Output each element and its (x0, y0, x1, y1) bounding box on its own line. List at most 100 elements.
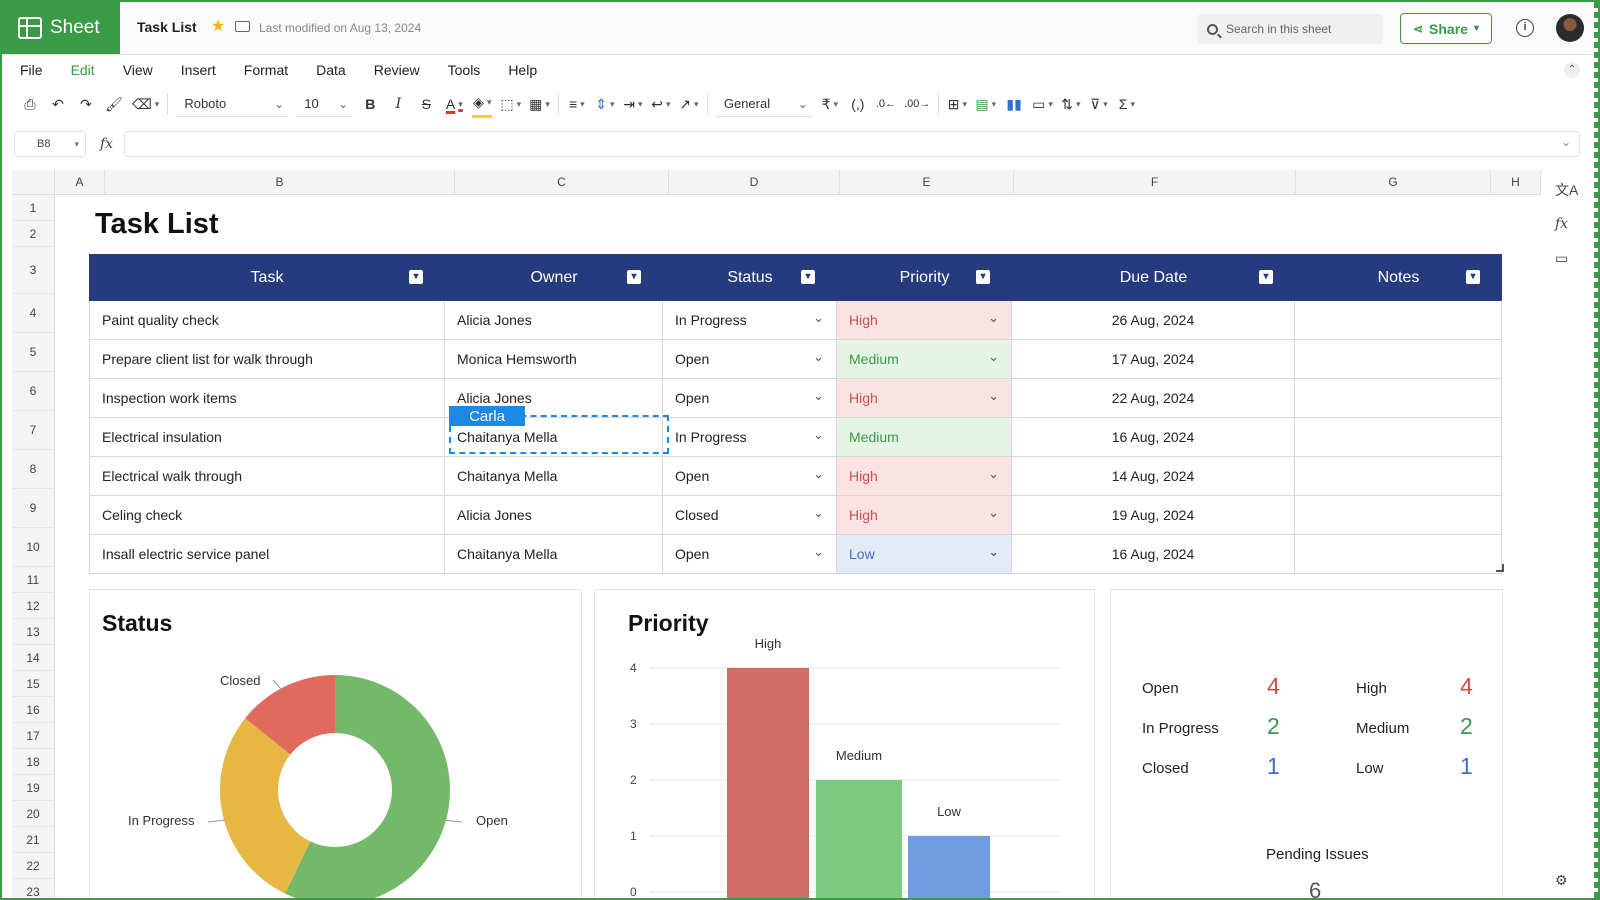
table-resize-handle[interactable] (1496, 564, 1504, 572)
chevron-down-icon[interactable]: ⌄ (813, 505, 824, 520)
cell-priority[interactable]: High ⌄ (837, 301, 1012, 339)
filter-dropdown-icon[interactable]: ▾ (409, 270, 423, 284)
row-header-4[interactable]: 4 (12, 294, 55, 333)
text-rotation-icon[interactable]: ↗ (679, 92, 699, 116)
function-panel-icon[interactable]: fx (1555, 216, 1569, 232)
chevron-down-icon[interactable]: ⌄ (813, 427, 824, 442)
column-header-d[interactable]: D (669, 170, 840, 195)
chevron-down-icon[interactable]: ⌄ (813, 349, 824, 364)
chevron-down-icon[interactable]: ⌄ (988, 466, 999, 481)
translate-icon[interactable]: 文A (1555, 182, 1579, 198)
cell-task[interactable]: Electrical walk through (89, 457, 445, 495)
cell-owner[interactable]: Chaitanya Mella (445, 457, 663, 495)
summary-card[interactable]: Open 4 In Progress 2 Closed 1 High 4 Medium 2 Low 1… (1110, 589, 1503, 898)
merge-cells-icon[interactable]: ▦ (529, 92, 550, 116)
cell-due-date[interactable]: 17 Aug, 2024 (1012, 340, 1295, 378)
comment-icon[interactable]: ▭ (1555, 250, 1569, 266)
column-header-f[interactable]: F (1014, 170, 1296, 195)
bar-high[interactable] (727, 668, 809, 900)
cell-notes[interactable] (1295, 496, 1502, 534)
menu-item-view[interactable]: View (122, 62, 153, 78)
row-header-10[interactable]: 10 (12, 528, 55, 567)
status-chart-card[interactable]: Status Open In Progress Closed (89, 589, 582, 900)
search-input[interactable]: Search in this sheet (1197, 14, 1383, 44)
cell-notes[interactable] (1295, 379, 1502, 417)
cell-due-date[interactable]: 14 Aug, 2024 (1012, 457, 1295, 495)
italic-icon[interactable]: I (395, 96, 402, 112)
menu-item-data[interactable]: Data (316, 62, 346, 78)
cell-task[interactable]: Inspection work items (89, 379, 445, 417)
format-painter-icon[interactable]: 🖌 (105, 95, 123, 112)
star-icon[interactable]: ★ (211, 18, 226, 35)
menu-item-edit[interactable]: Edit (70, 62, 95, 78)
filter-dropdown-icon[interactable]: ▾ (801, 270, 815, 284)
row-header-21[interactable]: 21 (12, 827, 55, 853)
cell-due-date[interactable]: 22 Aug, 2024 (1012, 379, 1295, 417)
donut-slice-in-progress[interactable] (219, 718, 311, 894)
row-header-22[interactable]: 22 (12, 853, 55, 879)
row-header-11[interactable]: 11 (12, 567, 55, 593)
font-size-select[interactable]: 10 (296, 91, 353, 117)
chevron-down-icon[interactable]: ⌄ (813, 466, 824, 481)
cell-task[interactable]: Insall electric service panel (89, 535, 445, 573)
cell-notes[interactable] (1295, 457, 1502, 495)
cell-status[interactable]: Open ⌄ (663, 535, 837, 573)
image-icon[interactable]: ▭ (1032, 92, 1053, 116)
donut-slice-open[interactable] (285, 675, 450, 900)
row-header-16[interactable]: 16 (12, 697, 55, 723)
bar-low[interactable] (908, 836, 990, 900)
row-header-13[interactable]: 13 (12, 619, 55, 645)
menu-item-review[interactable]: Review (373, 62, 420, 78)
wrap-text-icon[interactable]: ↩ (651, 92, 671, 116)
folder-icon[interactable] (235, 21, 250, 32)
column-header-g[interactable]: G (1296, 170, 1491, 195)
bold-icon[interactable]: B (365, 96, 376, 112)
vertical-align-icon[interactable]: ⇕ (595, 92, 615, 116)
cell-due-date[interactable]: 19 Aug, 2024 (1012, 496, 1295, 534)
donut-slice-closed[interactable] (245, 675, 335, 755)
row-header-2[interactable]: 2 (12, 221, 55, 247)
menu-item-file[interactable]: File (20, 62, 43, 78)
filter-dropdown-icon[interactable]: ▾ (1259, 270, 1273, 284)
cell-due-date[interactable]: 26 Aug, 2024 (1012, 301, 1295, 339)
print-icon[interactable]: ⎙ (24, 95, 36, 112)
name-box[interactable]: B8 (14, 131, 86, 157)
settings-gear-icon[interactable]: ⚙ (1555, 872, 1568, 888)
align-left-icon[interactable]: ≡ (567, 92, 587, 116)
cell-notes[interactable] (1295, 340, 1502, 378)
menu-item-help[interactable]: Help (508, 62, 538, 78)
increase-decimal-icon[interactable]: .00→ (904, 98, 931, 110)
indent-icon[interactable]: ⇥ (623, 92, 643, 116)
chevron-down-icon[interactable]: ⌄ (813, 544, 824, 559)
column-header-c[interactable]: C (455, 170, 669, 195)
document-title[interactable]: Task List (137, 19, 197, 35)
info-icon[interactable]: i (1516, 19, 1534, 37)
row-header-8[interactable]: 8 (12, 450, 55, 489)
cell-priority[interactable]: Medium (837, 418, 1012, 456)
menu-item-insert[interactable]: Insert (180, 62, 216, 78)
cell-task[interactable]: Prepare client list for walk through (89, 340, 445, 378)
sheet-title[interactable]: Task List (95, 208, 219, 240)
cell-due-date[interactable]: 16 Aug, 2024 (1012, 535, 1295, 573)
cell-status[interactable]: Open ⌄ (663, 457, 837, 495)
cell-notes[interactable] (1295, 535, 1502, 573)
font-family-select[interactable]: Roboto (176, 91, 289, 117)
row-header-17[interactable]: 17 (12, 723, 55, 749)
cell-status[interactable]: In Progress ⌄ (663, 301, 837, 339)
priority-chart-card[interactable]: Priority 0 1 2 3 4 High Medium Low (594, 589, 1095, 900)
clear-format-icon[interactable]: ⌫ (132, 92, 159, 116)
table-style-icon[interactable]: ▤ (975, 92, 996, 116)
row-header-5[interactable]: 5 (12, 333, 55, 372)
cell-owner[interactable]: Chaitanya Mella (445, 418, 663, 456)
cell-owner[interactable]: Monica Hemsworth (445, 340, 663, 378)
filter-dropdown-icon[interactable]: ▾ (976, 270, 990, 284)
chevron-down-icon[interactable]: ⌄ (988, 310, 999, 325)
avatar[interactable] (1556, 14, 1584, 42)
bar-medium[interactable] (816, 780, 902, 900)
sum-icon[interactable]: Σ (1117, 92, 1137, 116)
function-icon[interactable]: fx (100, 136, 114, 152)
cell-notes[interactable] (1295, 418, 1502, 456)
chevron-down-icon[interactable]: ⌄ (988, 544, 999, 559)
formula-input[interactable] (124, 131, 1580, 157)
menu-item-format[interactable]: Format (243, 62, 289, 78)
